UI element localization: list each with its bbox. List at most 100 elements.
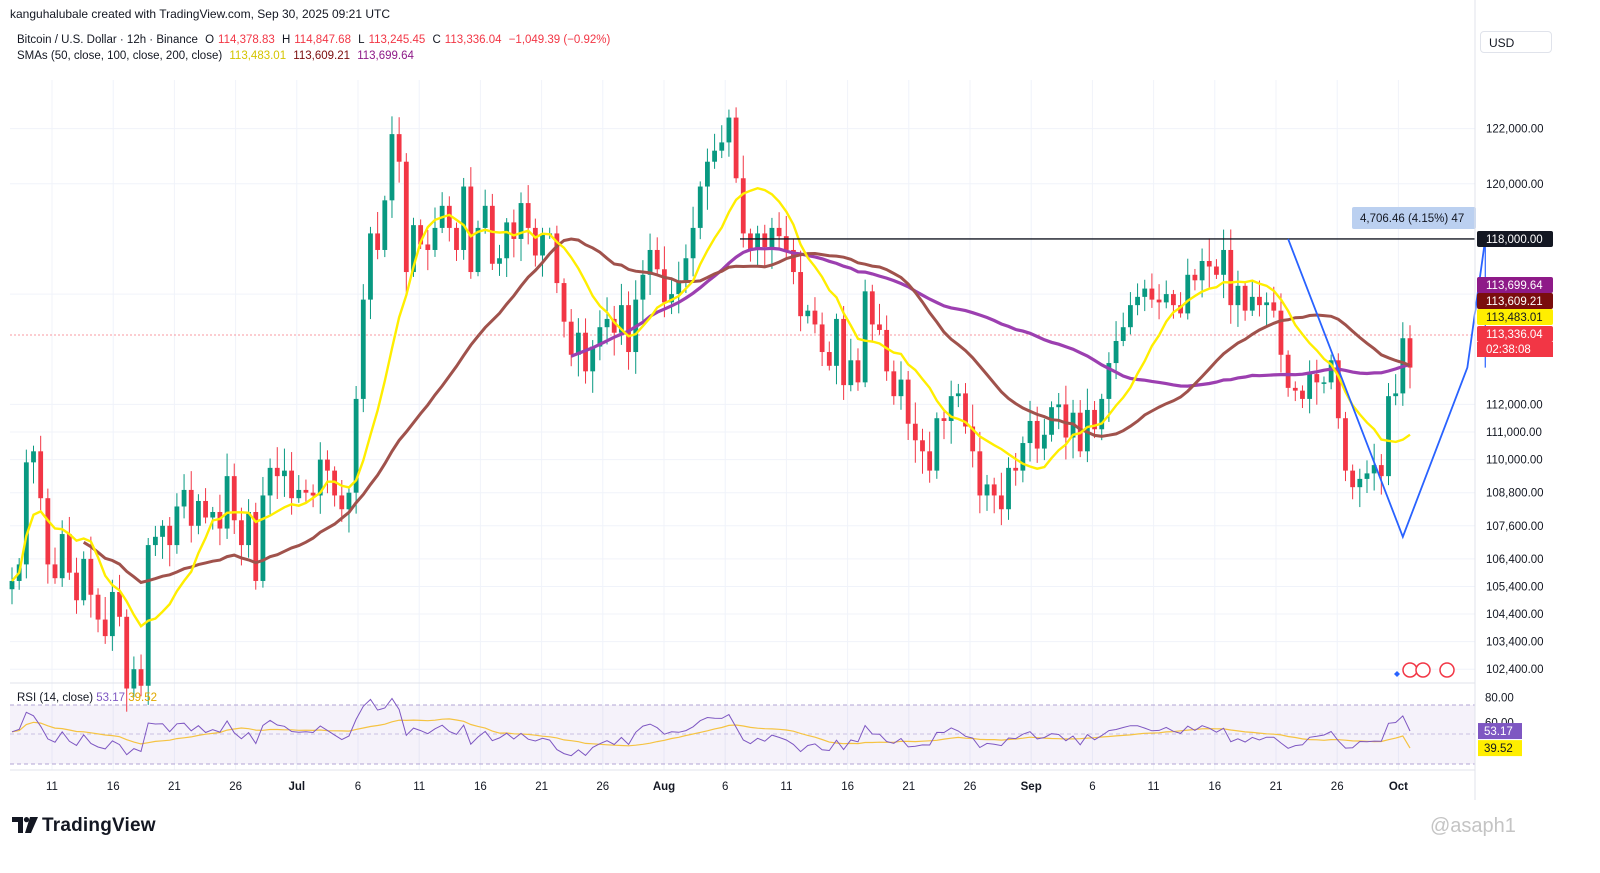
rsi-value: 53.17 bbox=[96, 692, 126, 704]
candle bbox=[1407, 338, 1413, 368]
candle bbox=[1278, 310, 1284, 355]
sma200-line bbox=[570, 246, 1411, 388]
candle bbox=[489, 205, 495, 264]
candle bbox=[88, 558, 94, 595]
candle bbox=[920, 440, 925, 452]
measure-label-box bbox=[1352, 206, 1476, 229]
sma-label[interactable]: SMAs (50, close, 100, close, 200, close) bbox=[17, 50, 223, 62]
candle bbox=[102, 619, 108, 637]
symbol-label[interactable]: Bitcoin / U.S. Dollar · 12h · Binance bbox=[17, 34, 198, 46]
candle bbox=[124, 616, 130, 689]
candle bbox=[1192, 274, 1198, 281]
time-tick-label: Sep bbox=[1021, 781, 1042, 793]
price-tick-label: 107,600.00 bbox=[1486, 521, 1544, 533]
time-tick-label: 11 bbox=[46, 781, 58, 793]
time-tick-label: 26 bbox=[1331, 781, 1344, 793]
price-tick-label: 104,400.00 bbox=[1486, 609, 1544, 621]
currency-button[interactable]: USD bbox=[1480, 31, 1552, 53]
time-tick-label: 26 bbox=[596, 781, 609, 793]
close-label: C bbox=[432, 34, 441, 46]
candle bbox=[762, 233, 768, 248]
candle bbox=[963, 393, 968, 427]
candle bbox=[346, 492, 352, 510]
rsi-ma-value: 39.52 bbox=[128, 692, 158, 704]
candle bbox=[891, 371, 897, 397]
rsi-tag-label: 53.17 bbox=[1484, 726, 1513, 738]
candle bbox=[1393, 393, 1399, 397]
candle bbox=[1034, 420, 1040, 449]
candle bbox=[884, 329, 890, 372]
candle bbox=[1020, 443, 1026, 471]
rsi-line bbox=[11, 697, 1411, 757]
candle bbox=[540, 233, 545, 256]
candle bbox=[231, 476, 237, 521]
candle bbox=[855, 360, 861, 383]
candle bbox=[912, 423, 918, 441]
candle bbox=[719, 142, 725, 151]
candle bbox=[1056, 404, 1062, 408]
candle bbox=[626, 305, 631, 353]
candle bbox=[748, 233, 753, 250]
price-tag-label: 113,699.64 bbox=[1486, 280, 1543, 292]
candle bbox=[1120, 327, 1126, 341]
candle bbox=[905, 379, 911, 424]
tradingview-logo-text: TradingView bbox=[42, 815, 156, 836]
candle bbox=[1300, 390, 1305, 399]
candle bbox=[798, 272, 804, 317]
price-tag bbox=[1477, 293, 1553, 309]
candle bbox=[1350, 470, 1356, 488]
high-label: H bbox=[281, 34, 291, 46]
candle bbox=[1156, 299, 1162, 303]
time-tick-label: 16 bbox=[107, 781, 120, 793]
price-tick-label: 106,400.00 bbox=[1486, 554, 1544, 566]
price-tick-label: 111,000.00 bbox=[1486, 427, 1542, 439]
candle bbox=[160, 525, 165, 537]
candle bbox=[590, 346, 596, 372]
candle bbox=[676, 280, 682, 295]
candle bbox=[554, 233, 560, 284]
price-tick-label: 110,000.00 bbox=[1486, 455, 1543, 467]
candle bbox=[1228, 249, 1234, 306]
sma100-value: 113,609.21 bbox=[293, 50, 350, 62]
candle bbox=[1099, 398, 1105, 430]
candle bbox=[1027, 420, 1033, 444]
candle bbox=[1357, 478, 1363, 488]
candle bbox=[525, 203, 531, 228]
candle bbox=[805, 310, 811, 317]
price-tag bbox=[1477, 230, 1553, 247]
candle bbox=[1041, 434, 1047, 449]
candle bbox=[167, 525, 173, 546]
candle bbox=[783, 236, 789, 250]
candle bbox=[862, 291, 868, 383]
candle bbox=[317, 459, 323, 496]
candle bbox=[1307, 374, 1313, 399]
candle bbox=[95, 594, 101, 620]
rsi-label[interactable]: RSI (14, close) bbox=[17, 692, 94, 704]
candle bbox=[647, 249, 653, 275]
candle bbox=[1371, 465, 1377, 474]
candle bbox=[1113, 340, 1119, 364]
candle bbox=[712, 150, 717, 162]
candle bbox=[52, 564, 58, 579]
candles bbox=[9, 107, 1413, 712]
candle bbox=[454, 227, 459, 250]
tradingview-logo[interactable]: TradingView bbox=[12, 815, 156, 837]
candle bbox=[740, 178, 746, 234]
candle bbox=[819, 324, 825, 353]
candle bbox=[705, 161, 710, 187]
candle bbox=[74, 572, 79, 601]
candle bbox=[246, 511, 251, 546]
close-value: 113,336.04 bbox=[444, 34, 502, 46]
candle bbox=[1271, 302, 1277, 311]
candle bbox=[267, 467, 273, 496]
v-pattern-line bbox=[1287, 238, 1487, 540]
diamond-icon bbox=[1394, 671, 1400, 677]
candle bbox=[461, 186, 467, 250]
candle bbox=[289, 470, 294, 499]
candle bbox=[403, 161, 409, 273]
price-tick-label: 120,000.00 bbox=[1486, 179, 1544, 191]
candle bbox=[396, 134, 402, 162]
candle bbox=[1006, 467, 1011, 510]
